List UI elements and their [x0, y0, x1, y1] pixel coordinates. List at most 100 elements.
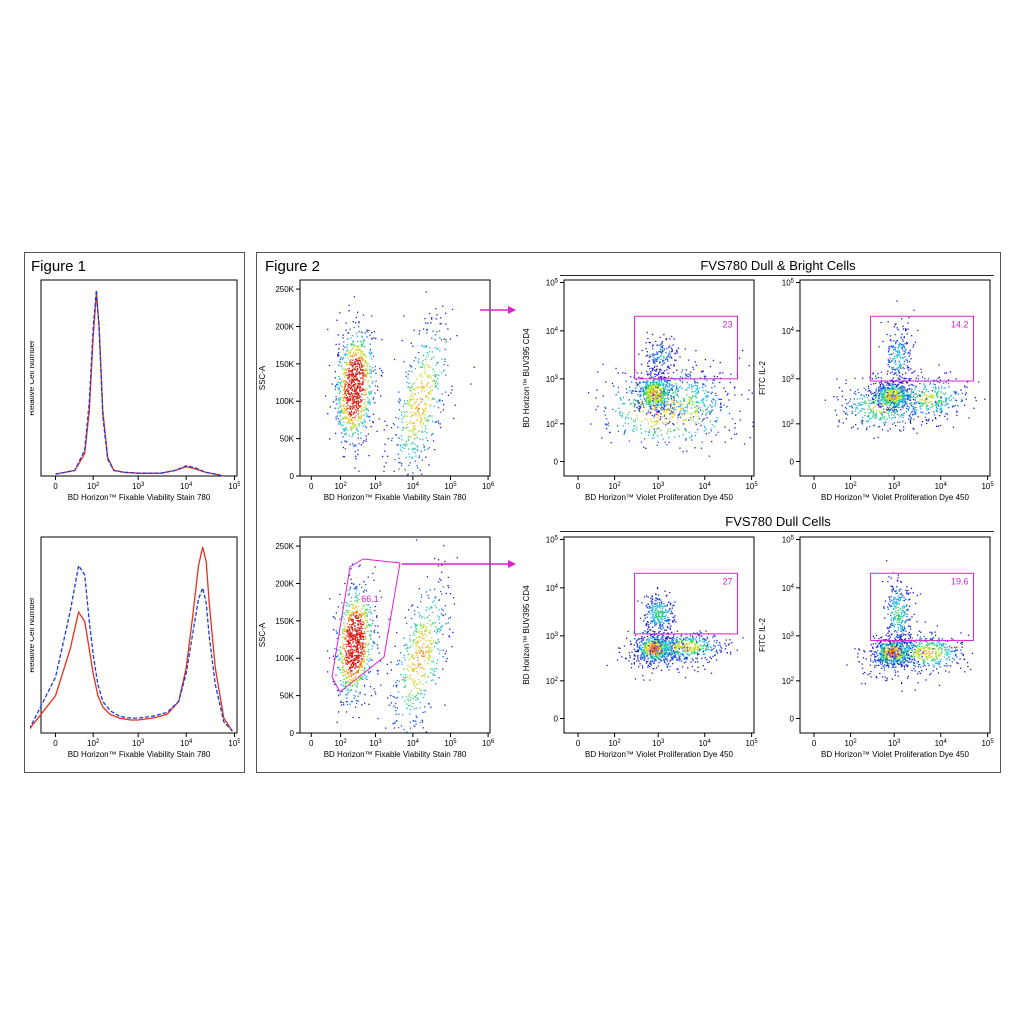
event-dot — [692, 391, 694, 393]
event-dot — [346, 677, 348, 679]
event-dot — [655, 370, 657, 372]
event-dot — [604, 414, 606, 416]
event-dot — [415, 625, 417, 628]
event-dot — [635, 429, 638, 431]
event-dot — [349, 681, 351, 683]
event-dot — [349, 413, 352, 415]
event-dot — [671, 396, 673, 398]
event-dot — [651, 355, 654, 357]
event-dot — [709, 404, 711, 406]
event-dot — [353, 380, 355, 382]
event-dot — [352, 417, 354, 419]
event-dot — [687, 373, 689, 376]
event-dot — [665, 639, 667, 641]
event-dot — [639, 395, 641, 398]
event-dot — [669, 410, 671, 412]
event-dot — [635, 387, 637, 389]
event-dot — [349, 642, 351, 645]
event-dot — [655, 667, 658, 669]
event-dot — [356, 586, 358, 588]
event-dot — [357, 407, 359, 409]
event-dot — [355, 393, 357, 395]
event-dot — [376, 616, 378, 618]
event-dot — [359, 629, 361, 631]
event-dot — [639, 406, 641, 408]
event-dot — [669, 643, 671, 645]
event-dot — [362, 620, 364, 623]
event-dot — [713, 399, 715, 401]
event-dot — [338, 392, 340, 395]
event-dot — [657, 645, 659, 647]
event-dot — [413, 412, 415, 414]
event-dot — [653, 617, 655, 619]
event-dot — [353, 636, 355, 638]
event-dot — [423, 693, 425, 696]
event-dot — [664, 629, 666, 631]
event-dot — [422, 727, 424, 729]
event-dot — [420, 596, 423, 598]
event-dot — [650, 396, 652, 398]
event-dot — [349, 387, 352, 389]
event-dot — [359, 693, 361, 695]
event-dot — [404, 700, 406, 702]
event-dot — [645, 355, 647, 357]
event-dot — [359, 390, 361, 393]
event-dot — [655, 390, 657, 392]
event-dot — [691, 386, 694, 388]
event-dot — [670, 387, 673, 389]
x-tick-label: 105 — [745, 739, 758, 748]
event-dot — [651, 345, 654, 347]
event-dot — [665, 649, 668, 651]
event-dot — [415, 387, 417, 389]
event-dot — [413, 426, 415, 428]
event-dot — [651, 646, 653, 648]
event-dot — [347, 631, 349, 633]
event-dot — [436, 659, 439, 661]
event-dot — [343, 618, 345, 620]
event-dot — [394, 721, 396, 723]
event-dot — [350, 670, 352, 672]
event-dot — [420, 627, 422, 630]
event-dot — [361, 677, 363, 679]
event-dot — [427, 663, 429, 665]
event-dot — [347, 421, 350, 424]
event-dot — [416, 642, 418, 644]
event-dot — [650, 655, 652, 657]
event-dot — [403, 657, 405, 659]
event-dot — [358, 423, 361, 425]
event-dot — [344, 383, 346, 385]
event-dot — [356, 630, 358, 632]
event-dot — [365, 360, 367, 363]
event-dot — [357, 412, 360, 414]
event-dot — [624, 430, 626, 433]
event-dot — [346, 623, 348, 625]
event-dot — [650, 662, 652, 665]
event-dot — [656, 602, 658, 604]
event-dot — [646, 402, 648, 404]
event-dot — [351, 373, 353, 375]
event-dot — [403, 403, 406, 405]
event-dot — [419, 424, 421, 426]
event-dot — [362, 421, 364, 423]
event-dot — [436, 362, 438, 364]
event-dot — [327, 671, 329, 673]
event-dot — [453, 417, 455, 420]
event-dot — [401, 679, 403, 681]
event-dot — [357, 700, 359, 702]
event-dot — [405, 442, 407, 445]
event-dot — [342, 633, 344, 635]
event-dot — [370, 376, 372, 378]
event-dot — [407, 386, 409, 388]
event-dot — [338, 711, 340, 713]
event-dot — [652, 657, 654, 659]
event-dot — [349, 642, 351, 644]
event-dot — [354, 384, 356, 386]
event-dot — [694, 434, 696, 437]
event-dot — [695, 431, 697, 434]
event-dot — [648, 396, 650, 398]
event-dot — [380, 374, 382, 377]
event-dot — [327, 328, 329, 331]
event-dot — [716, 417, 718, 419]
event-dot — [666, 389, 668, 391]
event-dot — [720, 403, 722, 405]
